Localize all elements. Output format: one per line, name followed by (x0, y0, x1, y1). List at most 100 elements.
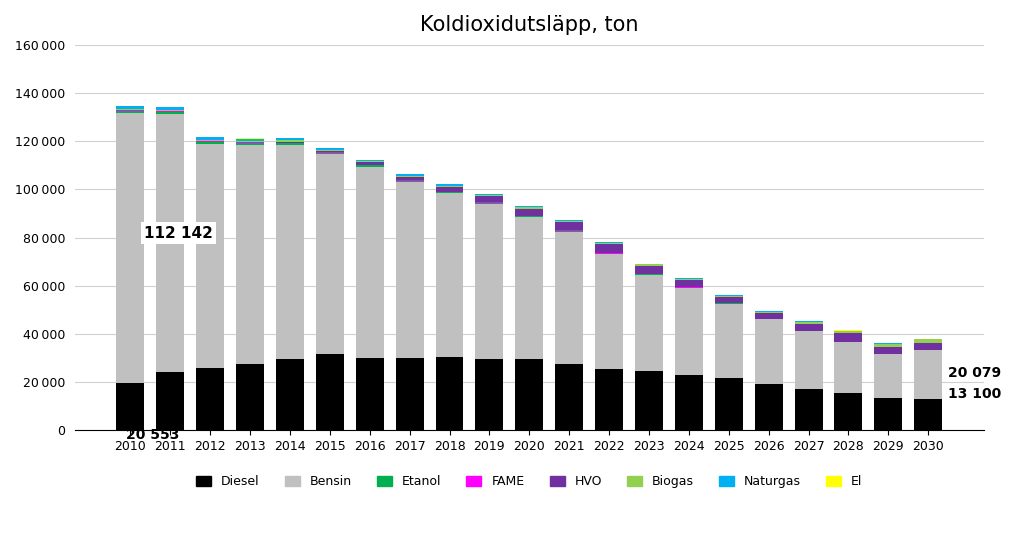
Bar (355, 160, 384, 161)
Bar (675, 280, 702, 287)
Bar (355, 358, 384, 430)
Bar (794, 332, 823, 390)
Bar (396, 358, 424, 430)
Bar (236, 145, 264, 364)
Bar (635, 275, 663, 371)
Bar (116, 106, 144, 109)
Bar (834, 331, 863, 333)
Bar (874, 398, 903, 430)
Bar (914, 399, 942, 430)
Bar (236, 141, 264, 142)
Bar (396, 174, 424, 176)
Bar (715, 296, 742, 297)
Bar (874, 354, 903, 398)
Bar (635, 274, 663, 275)
Bar (555, 231, 583, 232)
Bar (914, 342, 942, 350)
Bar (436, 193, 464, 357)
Bar (196, 137, 224, 140)
Bar (156, 372, 184, 430)
Bar (315, 155, 344, 354)
Bar (315, 354, 344, 430)
Bar (715, 379, 742, 430)
Bar (675, 288, 702, 375)
Text: 20 553: 20 553 (127, 427, 180, 441)
Bar (834, 342, 863, 393)
Bar (236, 143, 264, 145)
Bar (476, 194, 503, 195)
Bar (236, 142, 264, 143)
Bar (595, 244, 623, 253)
Bar (635, 266, 663, 274)
Bar (555, 364, 583, 430)
Bar (116, 109, 144, 110)
Bar (315, 148, 344, 149)
Bar (476, 359, 503, 430)
Bar (116, 113, 144, 383)
Bar (794, 324, 823, 331)
Bar (396, 181, 424, 182)
Bar (436, 186, 464, 187)
Bar (276, 142, 304, 143)
Bar (794, 390, 823, 430)
Text: 20 079: 20 079 (949, 366, 1002, 380)
Bar (116, 110, 144, 111)
Bar (476, 203, 503, 204)
Bar (116, 383, 144, 430)
Bar (236, 364, 264, 430)
Bar (595, 369, 623, 430)
Bar (396, 182, 424, 358)
Bar (755, 312, 783, 313)
Bar (196, 142, 224, 143)
Bar (196, 143, 224, 367)
Bar (675, 375, 702, 430)
Bar (196, 140, 224, 141)
Bar (595, 254, 623, 369)
Bar (914, 351, 942, 399)
Bar (116, 111, 144, 113)
Bar (276, 140, 304, 142)
Bar (355, 166, 384, 167)
Bar (555, 222, 583, 230)
Bar (516, 217, 543, 359)
Bar (476, 196, 503, 202)
Bar (755, 313, 783, 319)
Bar (156, 107, 184, 109)
Bar (436, 187, 464, 192)
Bar (555, 232, 583, 364)
Bar (436, 192, 464, 193)
Bar (196, 367, 224, 430)
Bar (355, 164, 384, 166)
Bar (276, 143, 304, 145)
Bar (675, 278, 702, 279)
Bar (396, 176, 424, 177)
Bar (555, 221, 583, 222)
Bar (755, 319, 783, 385)
Bar (355, 162, 384, 164)
Bar (156, 109, 184, 111)
Bar (236, 138, 264, 141)
Text: 13 100: 13 100 (949, 387, 1002, 401)
Bar (715, 297, 742, 303)
Bar (196, 141, 224, 142)
Bar (315, 153, 344, 155)
Bar (355, 167, 384, 358)
Bar (874, 344, 903, 347)
Bar (516, 359, 543, 430)
Bar (635, 265, 663, 266)
Bar (396, 177, 424, 181)
Bar (276, 359, 304, 430)
Bar (755, 385, 783, 430)
Bar (914, 339, 942, 342)
Bar (675, 279, 702, 280)
Bar (794, 322, 823, 324)
Bar (834, 333, 863, 342)
Bar (635, 263, 663, 265)
Bar (476, 195, 503, 196)
Bar (516, 207, 543, 209)
Bar (355, 161, 384, 162)
Bar (516, 216, 543, 217)
Bar (436, 357, 464, 430)
Bar (436, 184, 464, 186)
Bar (635, 371, 663, 430)
